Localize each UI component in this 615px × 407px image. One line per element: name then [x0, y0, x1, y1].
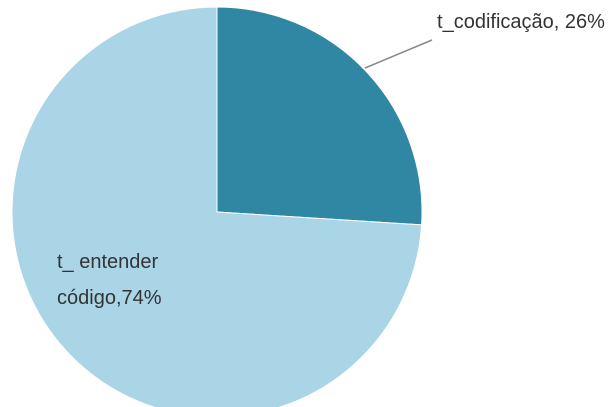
leader-line [364, 39, 433, 69]
value-label: 26% [564, 11, 605, 33]
pie-slice [11, 6, 423, 407]
slice-label: t_ entender código74% [57, 244, 207, 316]
pie-slice [216, 6, 423, 226]
category-name: t_codificação [437, 11, 565, 33]
value-label: 74% [121, 287, 162, 309]
slice-label: t_codificação26% [430, 4, 612, 40]
